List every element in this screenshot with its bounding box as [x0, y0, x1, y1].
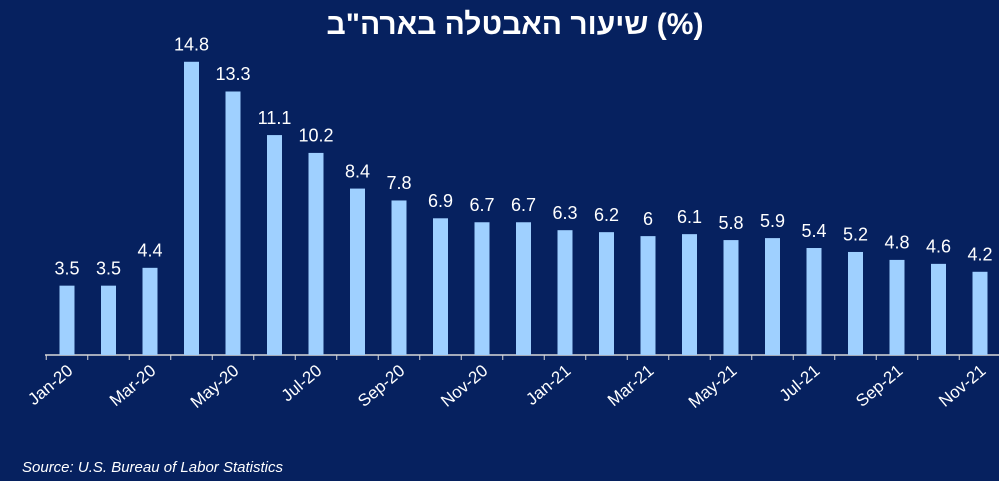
data-label: 3.5 — [54, 258, 79, 278]
x-tick-label: Mar-21 — [604, 361, 657, 410]
data-label: 8.4 — [345, 161, 370, 181]
x-tick-label: Jan-21 — [522, 361, 574, 409]
bar — [184, 61, 199, 356]
data-label: 6.7 — [511, 195, 536, 215]
data-label: 6 — [643, 209, 653, 229]
x-tick-label: Sep-20 — [354, 361, 408, 411]
bar — [723, 240, 739, 355]
x-tick-label: Jan-20 — [24, 361, 76, 409]
bar — [765, 238, 780, 355]
bar — [391, 200, 407, 355]
bar — [599, 232, 614, 355]
bar — [474, 222, 490, 355]
data-label: 14.8 — [174, 35, 209, 55]
data-label: 13.3 — [215, 64, 250, 84]
data-label: 10.2 — [298, 126, 333, 146]
x-tick-label: Mar-20 — [106, 361, 159, 410]
x-tick-label: Nov-20 — [437, 361, 491, 411]
bar — [889, 259, 905, 355]
data-label: 5.2 — [843, 225, 868, 245]
x-tick-label: May-21 — [685, 361, 741, 412]
data-label: 6.7 — [469, 195, 494, 215]
data-label: 5.8 — [718, 213, 743, 233]
bar — [640, 236, 656, 355]
bar — [142, 267, 158, 355]
chart-title: שיעור האבטלה בארה"ב (%) — [327, 8, 704, 41]
bar — [682, 234, 697, 355]
data-label: 7.8 — [386, 173, 411, 193]
data-label: 6.9 — [428, 191, 453, 211]
bar — [267, 135, 282, 355]
source-note: Source: U.S. Bureau of Labor Statistics — [22, 459, 283, 476]
data-label: 4.4 — [137, 241, 162, 261]
x-tick-label: Nov-21 — [935, 361, 989, 411]
bar — [350, 188, 365, 355]
x-tick-label: May-20 — [187, 361, 243, 412]
data-label: 5.9 — [760, 211, 785, 231]
bar — [806, 248, 822, 355]
bar — [972, 271, 988, 355]
bar — [433, 218, 448, 355]
data-label: 4.2 — [967, 245, 992, 265]
bar — [516, 222, 531, 355]
data-label: 6.3 — [552, 203, 577, 223]
data-label: 4.6 — [926, 237, 951, 257]
data-label: 6.2 — [594, 205, 619, 225]
data-label: 11.1 — [258, 108, 292, 128]
data-label: 4.8 — [884, 233, 909, 253]
bar — [59, 285, 75, 355]
data-label: 6.1 — [677, 207, 702, 227]
x-tick-label: Sep-21 — [852, 361, 906, 411]
bar — [557, 230, 573, 355]
bar — [225, 91, 241, 356]
bar — [101, 285, 116, 355]
bar — [308, 152, 324, 355]
x-tick-label: Jul-20 — [278, 361, 326, 405]
data-label: 5.4 — [801, 221, 826, 241]
x-tick-label: Jul-21 — [776, 361, 824, 405]
bar — [848, 251, 863, 355]
data-label: 3.5 — [96, 258, 121, 278]
bar — [931, 263, 946, 355]
